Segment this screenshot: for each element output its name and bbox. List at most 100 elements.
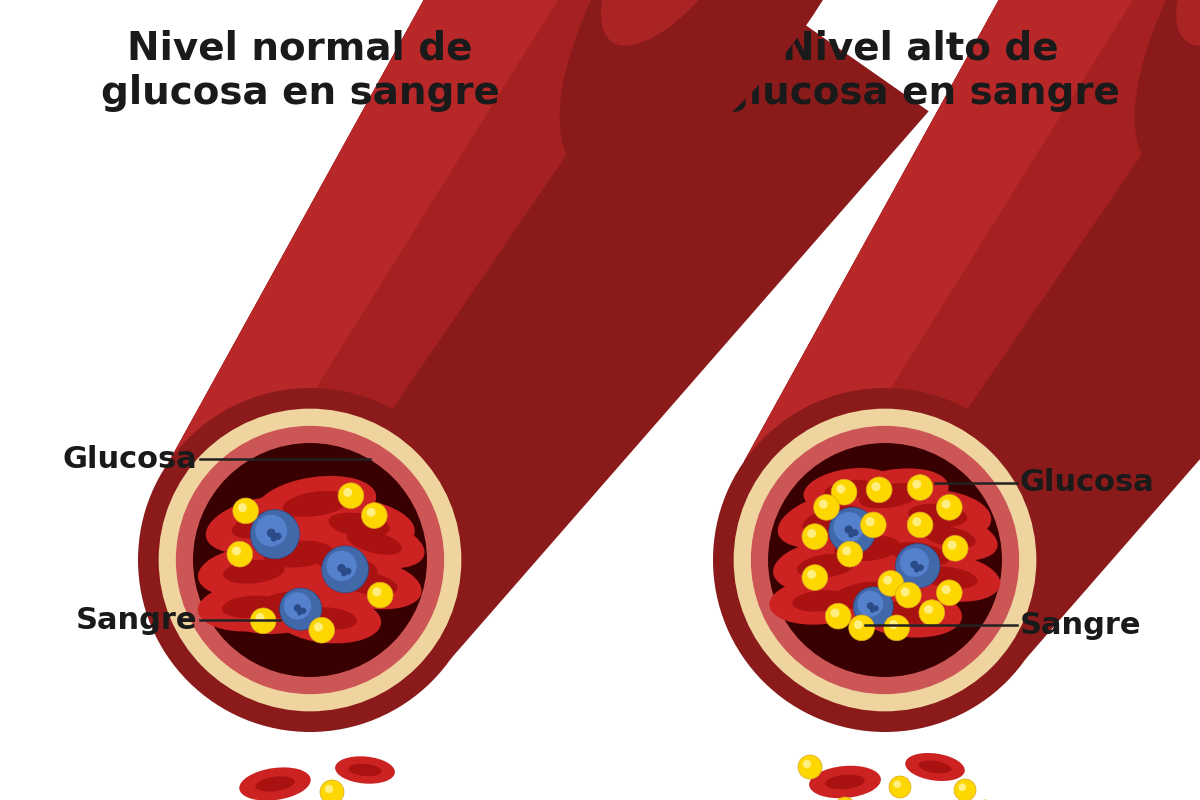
Circle shape <box>900 548 929 577</box>
Ellipse shape <box>316 558 421 610</box>
Circle shape <box>256 514 287 546</box>
Circle shape <box>917 564 924 571</box>
Circle shape <box>842 546 851 555</box>
Circle shape <box>954 779 976 800</box>
Text: Nivel normal de
glucosa en sangre: Nivel normal de glucosa en sangre <box>101 30 499 112</box>
Circle shape <box>901 587 910 596</box>
Circle shape <box>959 783 966 791</box>
Text: Glucosa: Glucosa <box>62 445 197 474</box>
Ellipse shape <box>923 526 976 548</box>
Circle shape <box>798 755 822 779</box>
Polygon shape <box>169 0 623 510</box>
Circle shape <box>284 592 311 620</box>
Circle shape <box>138 388 482 732</box>
Ellipse shape <box>298 607 358 630</box>
Circle shape <box>871 482 881 491</box>
Circle shape <box>883 576 892 585</box>
Circle shape <box>884 615 910 641</box>
Circle shape <box>857 591 883 617</box>
Circle shape <box>912 517 922 526</box>
Circle shape <box>300 608 306 614</box>
Circle shape <box>914 567 919 573</box>
Ellipse shape <box>601 0 766 46</box>
Circle shape <box>158 409 461 711</box>
Circle shape <box>271 536 277 542</box>
Circle shape <box>818 500 828 509</box>
Circle shape <box>768 443 1002 677</box>
Circle shape <box>266 529 276 538</box>
Ellipse shape <box>804 566 919 624</box>
Circle shape <box>367 508 376 517</box>
Ellipse shape <box>324 517 425 568</box>
Ellipse shape <box>283 491 349 517</box>
Circle shape <box>860 512 886 538</box>
Circle shape <box>919 600 944 626</box>
Circle shape <box>308 618 335 643</box>
Text: Sangre: Sangre <box>76 606 197 634</box>
Circle shape <box>341 570 347 576</box>
Circle shape <box>942 585 950 594</box>
Ellipse shape <box>824 480 876 500</box>
Ellipse shape <box>797 554 856 578</box>
Circle shape <box>907 474 932 500</box>
Circle shape <box>294 604 301 612</box>
Ellipse shape <box>922 566 977 589</box>
Ellipse shape <box>1135 0 1200 181</box>
Ellipse shape <box>833 468 949 523</box>
Circle shape <box>751 426 1019 694</box>
Text: Nivel alto de
glucosa en sangre: Nivel alto de glucosa en sangre <box>720 30 1120 112</box>
Circle shape <box>889 776 911 798</box>
Circle shape <box>834 512 864 542</box>
Circle shape <box>322 546 368 593</box>
Ellipse shape <box>253 590 319 618</box>
Circle shape <box>802 524 828 550</box>
Circle shape <box>251 510 300 559</box>
Polygon shape <box>744 0 1198 510</box>
Circle shape <box>803 760 811 768</box>
Circle shape <box>845 526 853 534</box>
Circle shape <box>802 565 828 590</box>
Circle shape <box>936 580 962 606</box>
Ellipse shape <box>866 528 973 580</box>
Ellipse shape <box>826 774 865 790</box>
Circle shape <box>835 797 854 800</box>
Ellipse shape <box>198 582 305 631</box>
Ellipse shape <box>908 504 967 527</box>
Ellipse shape <box>809 766 881 798</box>
Ellipse shape <box>232 511 295 538</box>
Circle shape <box>870 608 875 613</box>
Circle shape <box>948 541 956 550</box>
Circle shape <box>326 550 356 581</box>
Ellipse shape <box>223 560 284 584</box>
Circle shape <box>227 542 253 567</box>
Circle shape <box>251 608 276 634</box>
Ellipse shape <box>264 541 332 568</box>
Circle shape <box>325 785 334 794</box>
Circle shape <box>298 610 302 615</box>
Ellipse shape <box>256 776 295 792</box>
Ellipse shape <box>205 496 320 554</box>
Ellipse shape <box>803 506 863 533</box>
Circle shape <box>924 605 934 614</box>
Polygon shape <box>744 0 1200 658</box>
Circle shape <box>836 485 845 494</box>
Circle shape <box>848 532 854 538</box>
Ellipse shape <box>340 571 397 595</box>
Circle shape <box>344 568 352 574</box>
Circle shape <box>838 542 863 567</box>
Circle shape <box>852 529 858 536</box>
Ellipse shape <box>899 554 1001 602</box>
Circle shape <box>733 409 1037 711</box>
Ellipse shape <box>227 575 347 634</box>
Circle shape <box>814 494 839 520</box>
Ellipse shape <box>773 539 880 593</box>
Circle shape <box>942 535 968 561</box>
Ellipse shape <box>198 546 310 598</box>
Ellipse shape <box>347 530 402 554</box>
Circle shape <box>713 388 1057 732</box>
Circle shape <box>854 620 863 629</box>
Circle shape <box>911 561 918 569</box>
Circle shape <box>176 426 444 694</box>
Circle shape <box>912 480 922 489</box>
Ellipse shape <box>293 538 403 594</box>
